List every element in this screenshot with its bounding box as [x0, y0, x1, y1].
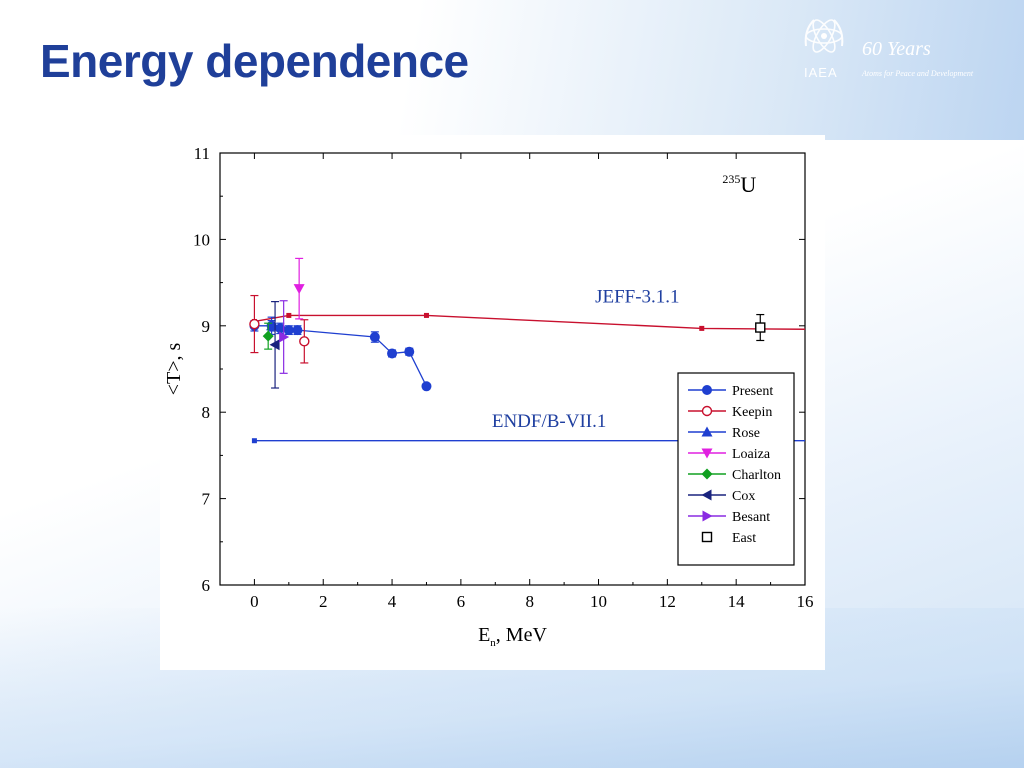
data-point-besant: [279, 331, 290, 343]
data-point-loaiza: [293, 284, 305, 295]
legend-label: Besant: [732, 510, 770, 525]
legend-label: Loaiza: [732, 447, 771, 462]
iaea-logo: 60 Years IAEA Atoms for Peace and Develo…: [800, 12, 1010, 82]
legend-marker: [701, 468, 713, 480]
slide-title: Energy dependence: [40, 35, 469, 87]
legend-marker: [701, 489, 712, 501]
nuclide-label: 235U: [722, 172, 756, 197]
data-point-present: [283, 325, 294, 336]
data-point-present: [404, 346, 415, 357]
legend-marker: [701, 448, 713, 459]
x-tick-label: 14: [728, 592, 746, 611]
y-tick-label: 11: [194, 144, 210, 163]
x-tick-label: 10: [590, 592, 607, 611]
y-tick-label: 8: [202, 403, 211, 422]
y-tick-label: 9: [202, 317, 211, 336]
data-point-present: [387, 348, 398, 359]
logo-org: IAEA: [804, 65, 838, 80]
legend-marker: [701, 405, 713, 417]
legend-marker: [701, 531, 713, 543]
legend-label: East: [732, 531, 756, 546]
logo-tagline: Atoms for Peace and Development: [862, 69, 974, 78]
evaluation-point: [423, 312, 429, 318]
data-point-present: [369, 332, 380, 343]
chart: 0 2 4 6 8 10 12 14 16 6 7 8 9 10 11 En, MeV <T>, s 235U JE…: [163, 144, 814, 649]
data-point-charlton: [262, 330, 274, 342]
legend-marker: [701, 426, 713, 437]
endf-annotation: ENDF/B-VII.1: [492, 411, 607, 432]
x-axis-label: En, MeV: [478, 624, 547, 649]
background-swoosh-top: [0, 0, 1024, 140]
jeff-annotation: JEFF-3.1.1: [595, 286, 679, 307]
data-point-keepin: [249, 318, 260, 330]
legend-label: Keepin: [732, 405, 772, 420]
x-tick-label: 2: [319, 592, 328, 611]
x-tick-label: 6: [457, 592, 466, 611]
y-tick-label: 10: [193, 230, 210, 249]
data-point-present: [421, 381, 432, 392]
data-point-keepin: [299, 336, 310, 347]
evaluation-point: [286, 312, 292, 318]
y-tick-label: 6: [202, 576, 211, 595]
evaluation-point: [699, 325, 705, 331]
y-tick-label: 7: [202, 490, 211, 509]
legend-label: Rose: [732, 426, 760, 441]
data-point-east: [755, 322, 766, 333]
x-tick-label: 8: [525, 592, 534, 611]
legend-label: Present: [732, 384, 773, 399]
legend-label: Charlton: [732, 468, 781, 483]
data-point-cox: [269, 339, 280, 351]
data-point-rose: [266, 320, 278, 331]
x-tick-label: 16: [797, 592, 814, 611]
iaea-atom-icon: [804, 19, 844, 53]
x-tick-label: 0: [250, 592, 259, 611]
logo-years: 60 Years: [862, 38, 931, 60]
chart-panel: 0 2 4 6 8 10 12 14 16 6 7 8 9 10 11 En, MeV <T>, s 235U JE…: [160, 135, 825, 670]
y-axis-label: <T>, s: [163, 343, 185, 396]
x-tick-label: 12: [659, 592, 676, 611]
legend-marker: [702, 385, 712, 395]
legend-box: [677, 372, 795, 566]
legend-label: Cox: [732, 489, 755, 504]
evaluation-point: [251, 438, 257, 444]
x-tick-label: 4: [388, 592, 397, 611]
legend-marker: [702, 510, 713, 522]
data-point-present: [292, 325, 303, 336]
